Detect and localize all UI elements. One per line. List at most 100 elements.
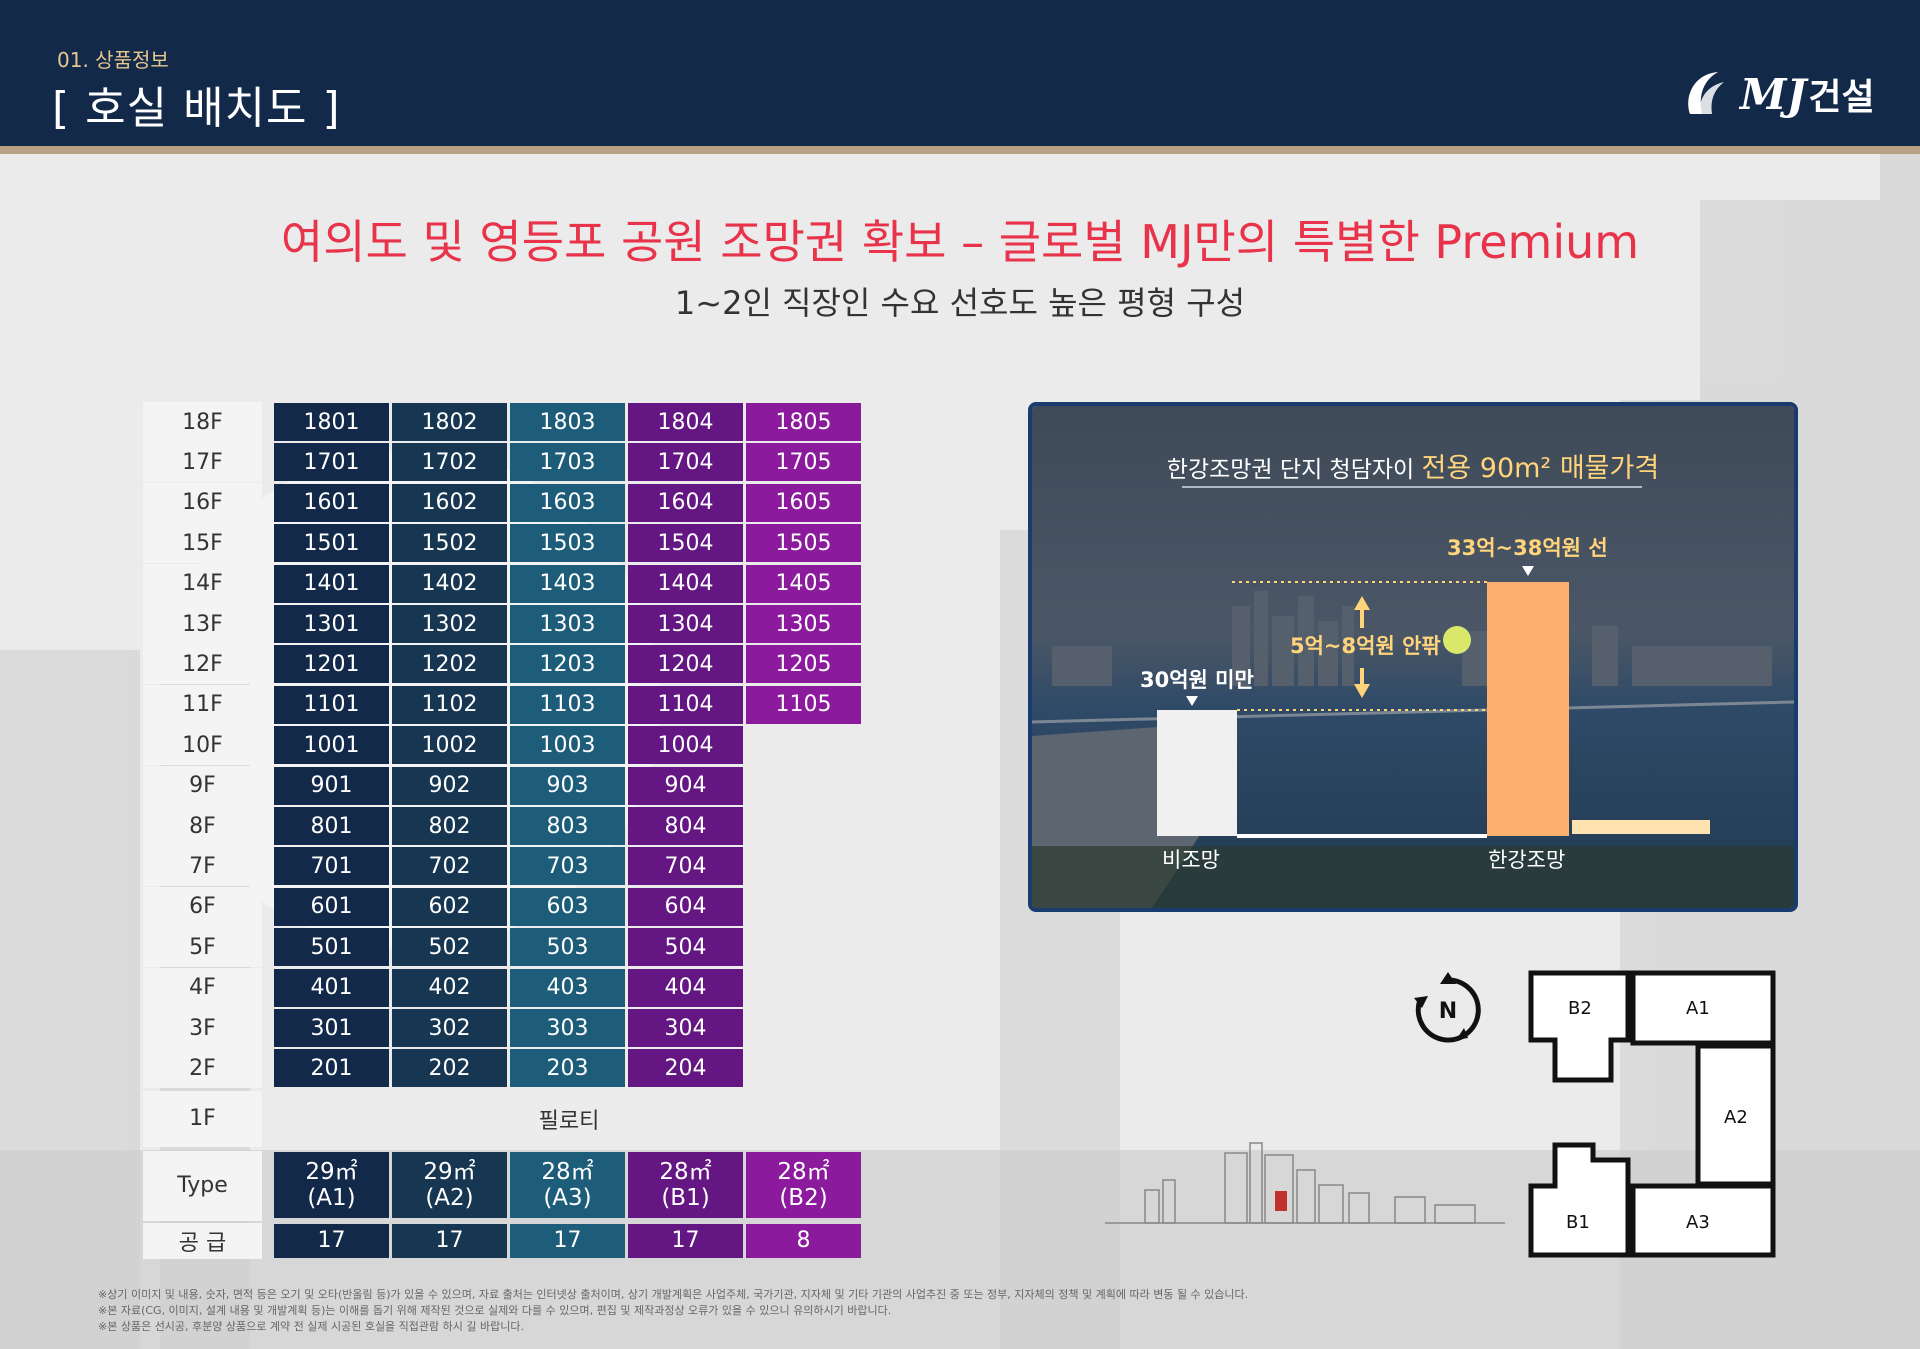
- unit-cell: 202: [392, 1049, 507, 1088]
- unit-cell: 802: [392, 807, 507, 845]
- panel-title: 한강조망권 단지 청담자이 전용 90m² 매물가격: [1032, 446, 1794, 485]
- type-row: Type 29㎡ (A1) 29㎡ (A2) 28㎡ (A3) 28㎡ (B1) 28㎡ (B2): [143, 1150, 861, 1221]
- unit-cell: 1103: [510, 685, 625, 724]
- type-area: 28㎡: [777, 1158, 830, 1185]
- floor-row: 15F 1501 1502 1503 1504 1505: [143, 523, 861, 564]
- logo-swoosh-icon: [1688, 72, 1724, 114]
- high-category-label: 한강조망: [1488, 848, 1566, 872]
- floor-row: 11F 1101 1102 1103 1104 1105: [143, 684, 861, 725]
- type-area: 29㎡: [305, 1158, 358, 1185]
- floor-label: 12F: [143, 644, 262, 685]
- type-code: (A3): [543, 1184, 592, 1211]
- money-icon: [1443, 626, 1471, 654]
- unit-cell: 203: [510, 1049, 625, 1088]
- floor-label: 4F: [143, 967, 262, 1008]
- skyline-sketch: [1105, 1142, 1505, 1224]
- logo-text: 건설: [1808, 77, 1875, 118]
- unit-cell: 1304: [628, 605, 743, 643]
- floor-row: 13F 1301 1302 1303 1304 1305: [143, 604, 861, 644]
- unit-cell: 1605: [746, 483, 861, 522]
- header-divider: [0, 146, 1920, 154]
- unit-cell: 1203: [510, 645, 625, 684]
- supply-row: 공 급 17 17 17 17 8: [143, 1222, 861, 1263]
- floor-label: 2F: [143, 1048, 262, 1089]
- unit-cell: 702: [392, 847, 507, 886]
- bridge-icon: [1572, 820, 1710, 834]
- unit-cell: 404: [628, 968, 743, 1007]
- unit-cell: 701: [274, 847, 389, 886]
- unit-cell: 1501: [274, 524, 389, 563]
- low-category-label: 비조망: [1162, 848, 1220, 872]
- unit-cell: 1404: [628, 564, 743, 603]
- unit-cell: 803: [510, 807, 625, 845]
- unit-cell: 403: [510, 968, 625, 1007]
- type-area: 29㎡: [423, 1158, 476, 1185]
- type-cell: 29㎡ (A2): [392, 1151, 507, 1218]
- floor-label: 1F: [143, 1090, 262, 1147]
- type-area: 28㎡: [659, 1158, 712, 1185]
- unit-cell: 1503: [510, 524, 625, 563]
- unit-cell: 1102: [392, 685, 507, 724]
- unit-cell: 1204: [628, 645, 743, 684]
- floor-row: 14F 1401 1402 1403 1404 1405: [143, 563, 861, 604]
- unit-cell: 603: [510, 887, 625, 926]
- subheadline: 1~2인 직장인 수요 선호도 높은 평형 구성: [674, 284, 1246, 322]
- price-chart: [1157, 566, 1710, 838]
- unit-cell: 302: [392, 1009, 507, 1047]
- footnote-1: ※상기 이미지 및 내용, 숫자, 면적 등은 오기 및 오타(반올림 등)가 …: [98, 1288, 1249, 1301]
- type-area: 28㎡: [541, 1158, 594, 1185]
- unit-cell: 901: [274, 766, 389, 805]
- plan-label-a1: A1: [1686, 998, 1710, 1019]
- floor-label: 7F: [143, 846, 262, 887]
- page-header: 01. 상품정보 [ 호실 배치도 ] MJ 건설: [0, 0, 1920, 146]
- unit-cell: 1505: [746, 524, 861, 563]
- floor-row: 2F 201 202 203 204: [143, 1048, 860, 1089]
- type-code: (A1): [307, 1184, 356, 1211]
- company-logo: MJ 건설: [1680, 66, 1875, 122]
- floor-label: 5F: [143, 927, 262, 968]
- unit-cell: 503: [510, 928, 625, 967]
- unit-cell: 1704: [628, 443, 743, 482]
- unit-cell: 1305: [746, 605, 861, 643]
- low-marker-icon: [1186, 696, 1198, 706]
- plan-label-a3: A3: [1686, 1212, 1710, 1233]
- unit-cell: 602: [392, 887, 507, 926]
- high-price-bar: [1487, 582, 1569, 836]
- floor-label: 11F: [143, 684, 262, 725]
- low-price-bar: [1157, 710, 1237, 836]
- piloti-label: 필로티: [274, 1090, 864, 1147]
- supply-count: 17: [628, 1223, 743, 1258]
- logo-mark: MJ: [1740, 69, 1807, 119]
- panel-title-highlight: 전용 90m² 매물가격: [1421, 453, 1660, 484]
- floor-label: 3F: [143, 1008, 262, 1048]
- supply-count: 17: [510, 1223, 625, 1258]
- unit-cell: 703: [510, 847, 625, 886]
- unit-cell: 902: [392, 766, 507, 805]
- unit-cell: 804: [628, 807, 743, 845]
- unit-cell: 1401: [274, 564, 389, 603]
- unit-cell: 303: [510, 1009, 625, 1047]
- unit-cell: 1201: [274, 645, 389, 684]
- floor-label: 13F: [143, 604, 262, 644]
- footnote-2: ※본 자료(CG, 이미지, 설계 내용 및 개발계획 등)는 이해를 돕기 위…: [98, 1304, 892, 1317]
- unit-cell: 1702: [392, 443, 507, 482]
- type-cell: 28㎡ (B2): [746, 1151, 861, 1218]
- footnote-3: ※본 상품은 선시공, 후분양 상품으로 계약 전 실제 시공된 호실을 직접관…: [98, 1320, 524, 1333]
- site-plan: [1528, 970, 1776, 1258]
- floor-row: 18F 1801 1802 1803 1804 1805: [143, 402, 861, 442]
- unit-cell: 1301: [274, 605, 389, 643]
- unit-cell: 1202: [392, 645, 507, 684]
- arrow-down-icon: [1354, 668, 1370, 698]
- arrow-up-icon: [1354, 596, 1370, 628]
- unit-cell: 1703: [510, 443, 625, 482]
- low-price-label: 30억원 미만: [1140, 668, 1254, 692]
- unit-cell: 1002: [392, 726, 507, 765]
- unit-cell: 1001: [274, 726, 389, 765]
- unit-cell: 1502: [392, 524, 507, 563]
- floor-row: 6F 601 602 603 604: [143, 886, 860, 927]
- unit-cell: 1603: [510, 483, 625, 522]
- floor-row: 4F 401 402 403 404: [143, 967, 860, 1008]
- unit-cell: 1104: [628, 685, 743, 724]
- floor-label: 14F: [143, 563, 262, 604]
- unit-cell: 204: [628, 1049, 743, 1088]
